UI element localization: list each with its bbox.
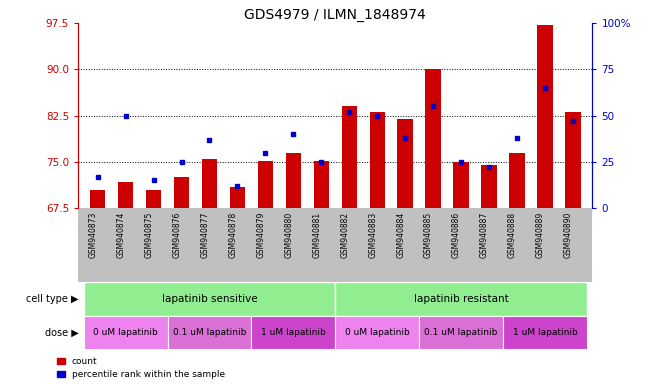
Text: GSM940884: GSM940884: [396, 212, 405, 258]
Text: GSM940885: GSM940885: [424, 212, 433, 258]
Bar: [167, 316, 251, 349]
Text: 0 uM lapatinib: 0 uM lapatinib: [93, 328, 158, 337]
Bar: [84, 316, 167, 349]
Bar: [314, 161, 329, 208]
Text: dose ▶: dose ▶: [45, 328, 79, 338]
Bar: [84, 282, 335, 316]
Text: GSM940881: GSM940881: [312, 212, 322, 258]
Bar: [398, 119, 413, 208]
Text: GSM940888: GSM940888: [508, 212, 517, 258]
Bar: [335, 316, 419, 349]
Legend: count, percentile rank within the sample: count, percentile rank within the sample: [57, 357, 225, 379]
Bar: [537, 25, 553, 208]
Text: 0.1 uM lapatinib: 0.1 uM lapatinib: [173, 328, 246, 337]
Text: 1 uM lapatinib: 1 uM lapatinib: [261, 328, 326, 337]
Text: GSM940877: GSM940877: [201, 212, 210, 258]
Text: GSM940883: GSM940883: [368, 212, 377, 258]
Text: GSM940878: GSM940878: [229, 212, 238, 258]
Bar: [286, 152, 301, 208]
Bar: [342, 106, 357, 208]
Text: cell type ▶: cell type ▶: [26, 294, 79, 304]
Text: GSM940886: GSM940886: [452, 212, 461, 258]
Bar: [202, 159, 217, 208]
Text: lapatinib sensitive: lapatinib sensitive: [161, 294, 257, 304]
Bar: [90, 190, 105, 208]
Bar: [419, 316, 503, 349]
Text: GSM940879: GSM940879: [256, 212, 266, 258]
Bar: [565, 113, 581, 208]
Text: GSM940889: GSM940889: [536, 212, 545, 258]
Text: 1 uM lapatinib: 1 uM lapatinib: [512, 328, 577, 337]
Text: GSM940875: GSM940875: [145, 212, 154, 258]
Text: GSM940873: GSM940873: [89, 212, 98, 258]
Text: 0 uM lapatinib: 0 uM lapatinib: [345, 328, 409, 337]
Bar: [425, 69, 441, 208]
Bar: [258, 161, 273, 208]
Bar: [335, 282, 587, 316]
Bar: [230, 187, 245, 208]
Text: GSM940890: GSM940890: [564, 212, 573, 258]
Text: 0.1 uM lapatinib: 0.1 uM lapatinib: [424, 328, 498, 337]
Bar: [370, 113, 385, 208]
Bar: [481, 165, 497, 208]
Text: GSM940874: GSM940874: [117, 212, 126, 258]
Bar: [146, 190, 161, 208]
Bar: [509, 152, 525, 208]
Text: GSM940887: GSM940887: [480, 212, 489, 258]
Bar: [503, 316, 587, 349]
Text: GSM940876: GSM940876: [173, 212, 182, 258]
Text: GSM940880: GSM940880: [284, 212, 294, 258]
Bar: [118, 182, 133, 208]
Bar: [251, 316, 335, 349]
Bar: [174, 177, 189, 208]
Text: GSM940882: GSM940882: [340, 212, 349, 258]
Bar: [453, 162, 469, 208]
Text: lapatinib resistant: lapatinib resistant: [413, 294, 508, 304]
Title: GDS4979 / ILMN_1848974: GDS4979 / ILMN_1848974: [244, 8, 426, 22]
